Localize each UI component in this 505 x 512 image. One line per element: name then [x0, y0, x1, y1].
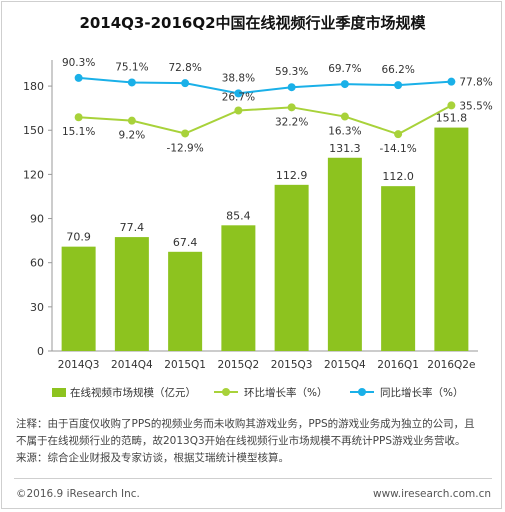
note-line-2: 不属于在线视频行业的范畴，故2013Q3开始在线视频行业市场规模不再统计PPS游…	[16, 435, 466, 447]
yoy-point	[181, 79, 190, 88]
copyright-text: ©2016.9 iResearch Inc.	[16, 488, 140, 500]
mom-label: 26.7%	[222, 92, 255, 104]
yoy-point	[127, 78, 136, 87]
yoy-label: 66.2%	[381, 64, 414, 76]
website-text: www.iresearch.com.cn	[372, 488, 491, 500]
mom-point	[287, 103, 296, 112]
yoy-line	[78, 76, 452, 95]
legend-yoy-label: 同比增长率（%）	[380, 386, 463, 399]
legend-yoy-marker	[358, 388, 366, 396]
mom-line	[78, 104, 452, 136]
mom-point	[234, 106, 243, 115]
yoy-point	[74, 73, 83, 82]
x-tick-label: 2015Q3	[271, 359, 313, 371]
x-tick-label: 2016Q1	[377, 359, 419, 371]
bar	[61, 246, 96, 351]
x-tick-label: 2016Q2e	[427, 359, 475, 371]
y-tick-label: 60	[30, 257, 44, 270]
legend-mom-label: 环比增长率（%）	[244, 386, 327, 399]
mom-label: -14.1%	[380, 143, 417, 155]
yoy-label: 72.8%	[168, 62, 201, 74]
yoy-label: 75.1%	[115, 61, 148, 73]
y-tick-label: 30	[30, 301, 44, 314]
legend-bar-label: 在线视频市场规模（亿元）	[70, 386, 196, 399]
bar-value-label: 112.9	[276, 169, 308, 182]
mom-label: 32.2%	[275, 116, 308, 128]
bar-value-label: 151.8	[436, 112, 468, 125]
x-tick-label: 2014Q3	[58, 359, 100, 371]
bar	[381, 186, 416, 351]
legend-mom-marker	[222, 388, 230, 396]
bar	[327, 157, 362, 351]
yoy-point	[394, 81, 403, 90]
legend-bar-swatch	[52, 388, 66, 397]
yoy-label: 38.8%	[222, 72, 255, 84]
mom-label: 16.3%	[328, 126, 361, 138]
mom-point	[394, 130, 403, 139]
bar-value-label: 131.3	[329, 142, 361, 155]
mom-point	[181, 129, 190, 138]
bar	[434, 127, 469, 351]
mom-label: 35.5%	[459, 100, 492, 112]
yoy-label: 77.8%	[459, 77, 492, 89]
mom-point	[340, 112, 349, 121]
mom-point	[74, 113, 83, 122]
yoy-point	[447, 77, 456, 86]
y-tick-label: 120	[23, 168, 44, 181]
x-tick-label: 2015Q1	[164, 359, 206, 371]
bar-value-label: 67.4	[173, 236, 198, 249]
footer-divider	[14, 478, 492, 479]
yoy-label: 59.3%	[275, 66, 308, 78]
x-tick-label: 2015Q4	[324, 359, 366, 371]
source-line: 来源：综合企业财报及专家访谈，根据艾瑞统计模型核算。	[16, 452, 289, 464]
y-tick-label: 150	[23, 124, 44, 137]
bar-value-label: 85.4	[226, 209, 251, 222]
chart-title: 2014Q3-2016Q2中国在线视频行业季度市场规模	[79, 14, 426, 32]
bar	[274, 184, 309, 351]
bar-value-label: 70.9	[66, 231, 91, 244]
mom-label: 9.2%	[119, 130, 146, 142]
mom-label: 15.1%	[62, 126, 95, 138]
mom-label: -12.9%	[167, 142, 204, 154]
yoy-point	[234, 89, 243, 98]
mom-point	[447, 101, 456, 110]
y-tick-label: 90	[30, 213, 44, 226]
y-tick-label: 0	[37, 345, 44, 358]
bar-value-label: 77.4	[120, 221, 145, 234]
mom-point	[127, 116, 136, 125]
yoy-point	[340, 80, 349, 89]
bar	[114, 237, 149, 351]
yoy-label: 69.7%	[328, 63, 361, 75]
note-line-1: 注释：由于百度仅收购了PPS的视频业务而未收购其游戏业务，PPS的游戏业务成为独…	[16, 418, 475, 430]
y-tick-label: 180	[23, 80, 44, 93]
bar-value-label: 112.0	[382, 170, 414, 183]
x-tick-label: 2015Q2	[218, 359, 260, 371]
yoy-label: 90.3%	[62, 57, 95, 69]
bar	[168, 251, 203, 351]
yoy-point	[287, 83, 296, 92]
x-tick-label: 2014Q4	[111, 359, 153, 371]
bar	[221, 225, 256, 351]
